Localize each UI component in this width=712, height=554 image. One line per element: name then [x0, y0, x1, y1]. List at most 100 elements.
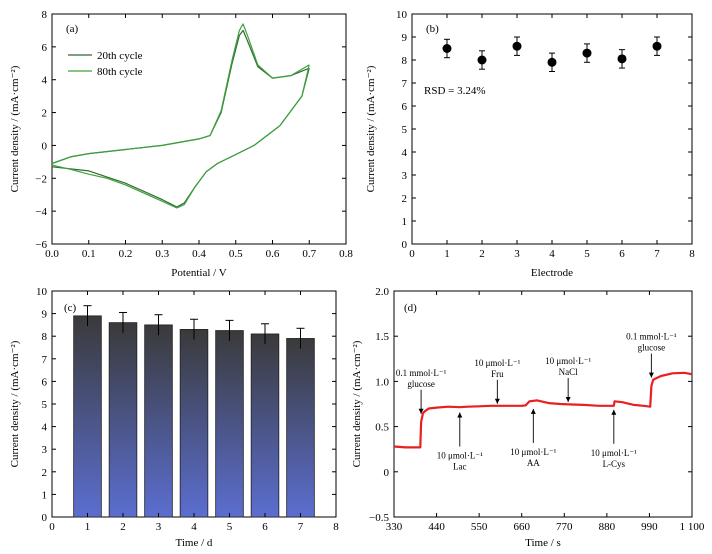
panel-a-ytick-label: −2 [35, 173, 47, 185]
annotation-label: 10 μmol·L⁻¹ [545, 356, 591, 366]
panel-c-ytick-label: 4 [42, 422, 48, 434]
panel-a-ytick-label: 6 [42, 42, 48, 54]
panel-a-ylabel: Current density / (mA·cm⁻²) [9, 65, 21, 192]
panel-b-xtick-label: 0 [409, 248, 415, 260]
panel-c-label: (c) [64, 302, 77, 314]
annotation-label: NaCl [559, 367, 578, 377]
annotation-label: Lac [453, 462, 467, 472]
panel-c-ytick-label: 9 [42, 309, 48, 321]
panel-c-ytick-label: 6 [42, 376, 48, 388]
annotation-arrowhead [611, 409, 617, 415]
electrode-point [652, 41, 662, 51]
panel-b-ytick-label: 9 [402, 32, 408, 44]
annotation-arrowhead [494, 398, 500, 404]
panel-c-xtick-label: 8 [333, 521, 339, 533]
panel-d-xlabel: Time / s [525, 537, 561, 549]
panel-b-xtick-label: 8 [689, 248, 695, 260]
panel-d-ylabel: Current density / (mA·cm⁻²) [351, 340, 363, 467]
panel-d-xtick-label: 990 [641, 521, 658, 533]
panel-b-ytick-label: 6 [402, 101, 408, 113]
panel-d-xtick-label: 770 [556, 521, 573, 533]
annotation-arrowhead [565, 397, 571, 402]
panel-a-xtick-label: 0.8 [339, 248, 353, 260]
panel-b-xlabel: Electrode [531, 267, 573, 279]
time-bar [286, 338, 315, 518]
panel-c-ytick-label: 7 [42, 354, 48, 366]
panel-d-ytick-label: 1.5 [375, 331, 389, 343]
panel-b-ytick-label: 7 [402, 78, 408, 90]
time-bar [215, 330, 244, 518]
panel-b-ytick-label: 8 [402, 55, 408, 67]
panel-b-xtick-label: 6 [619, 248, 625, 260]
panel-a-ytick-label: 8 [42, 9, 48, 21]
time-bar [73, 315, 102, 518]
annotation-arrowhead [530, 408, 536, 414]
panel-d-ytick-label: 0.5 [375, 422, 389, 434]
panel-a-xtick-label: 0.7 [302, 248, 316, 260]
panel-a-xtick-label: 0.3 [155, 248, 169, 260]
electrode-point [582, 48, 592, 58]
panel-d-xtick-label: 880 [599, 521, 616, 533]
time-bar [144, 324, 173, 518]
time-bar [179, 329, 209, 518]
cv-curve-80th-reverse [51, 64, 310, 209]
panel-d-xtick-label: 1 100 [680, 521, 705, 533]
panel-c: (c) Time / d Current density / (mA·cm⁻²)… [9, 286, 339, 549]
panel-b-ytick-label: 0 [402, 239, 408, 251]
annotation-label: glucose [638, 343, 666, 353]
annotation-label: Fru [491, 369, 504, 379]
panel-a-xtick-label: 0.2 [119, 248, 133, 260]
panel-d: (d) Time / s Current density / (mA·cm⁻²)… [351, 286, 705, 549]
annotation-label: glucose [407, 379, 435, 389]
panel-c-xtick-label: 4 [191, 521, 197, 533]
panel-c-ytick-label: 5 [42, 399, 48, 411]
panel-c-xtick-label: 6 [262, 521, 268, 533]
panel-a: (a) Potential / V Current density / (mA·… [9, 9, 353, 279]
panel-b-frame [411, 13, 693, 245]
electrode-point [617, 54, 627, 64]
annotation-label: L-Cys [603, 459, 626, 469]
panel-d-ytick-label: 1.0 [375, 376, 389, 388]
panel-b-xtick-label: 7 [654, 248, 660, 260]
time-bar [108, 322, 138, 518]
electrode-point [477, 55, 487, 65]
annotation-label: 10 μmol·L⁻¹ [591, 448, 637, 458]
electrode-point [442, 44, 452, 53]
panel-a-ytick-label: 0 [42, 140, 48, 152]
panel-b-xtick-label: 1 [444, 248, 450, 260]
panel-d-xtick-label: 330 [386, 521, 403, 533]
panel-d-xtick-label: 550 [471, 521, 488, 533]
panel-c-xtick-label: 3 [156, 521, 162, 533]
panel-a-ytick-label: −4 [35, 206, 47, 218]
panel-b-ylabel: Current density / (mA·cm⁻²) [365, 65, 377, 192]
panel-c-xtick-label: 1 [85, 521, 91, 533]
panel-b-ytick-label: 1 [402, 216, 408, 228]
panel-d-xtick-label: 660 [513, 521, 530, 533]
panel-a-frame [51, 13, 347, 245]
panel-a-ytick-label: 4 [42, 75, 48, 87]
panel-c-xtick-label: 5 [227, 521, 233, 533]
time-bar [250, 333, 280, 518]
cv-curve-80th-forward [51, 23, 310, 165]
panel-c-xtick-label: 2 [120, 521, 126, 533]
panel-b-xtick-label: 5 [584, 248, 590, 260]
panel-b-ytick-label: 3 [402, 170, 408, 182]
annotation-label: 0.1 mmol·L⁻¹ [626, 332, 677, 342]
panel-b-ytick-label: 5 [402, 124, 408, 136]
annotation-label: AA [527, 458, 540, 468]
annotation-label: 10 μmol·L⁻¹ [474, 358, 520, 368]
cv-curve-20th-reverse [51, 68, 310, 208]
panel-c-xtick-label: 7 [298, 521, 304, 533]
panel-c-xlabel: Time / d [176, 537, 213, 549]
panel-a-xtick-label: 0.5 [229, 248, 243, 260]
annotation-arrowhead [648, 372, 654, 378]
panel-a-xtick-label: 0.4 [192, 248, 206, 260]
panel-a-xlabel: Potential / V [171, 267, 226, 279]
cv-curve-20th-forward [51, 29, 310, 165]
panel-c-ytick-label: 2 [42, 467, 48, 479]
annotation-label: 0.1 mmol·L⁻¹ [396, 368, 447, 378]
panel-d-ytick-label: −0.5 [369, 512, 389, 524]
panel-d-frame [393, 290, 693, 518]
panel-a-xtick-label: 0.0 [45, 248, 59, 260]
